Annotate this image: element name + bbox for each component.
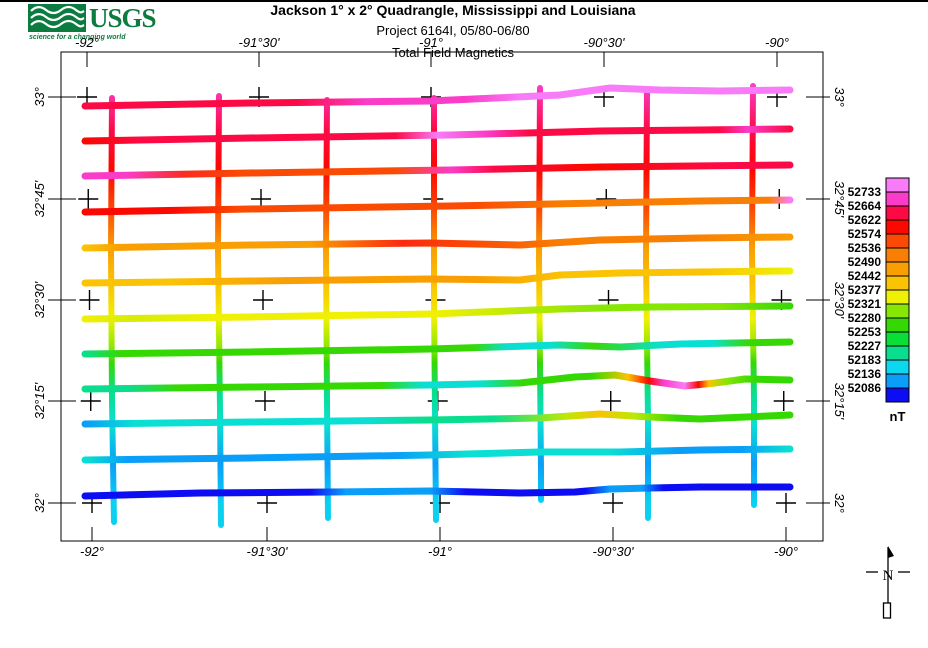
lat-label-left: 32°15' [32, 382, 47, 419]
north-arrow: N [866, 546, 910, 619]
map-frame [60, 51, 824, 542]
magnetics-map: -92° -92° -91°30' -91°30' -91° -91° -90°30' -90… [32, 35, 847, 559]
lat-label-right: 32°30' [832, 282, 847, 319]
lat-label-left: 32°30' [32, 281, 47, 318]
colorbar-segment [885, 345, 910, 361]
map-caption: Total Field Magnetics [391, 45, 515, 60]
colorbar-segment [885, 261, 910, 277]
tie-line [748, 83, 757, 508]
north-arrow-label: N [883, 568, 894, 584]
colorbar-value: 52622 [848, 213, 882, 227]
usgs-logo-text: USGS [89, 3, 156, 33]
graticule-cross [254, 391, 275, 411]
lat-label-right: 33° [832, 87, 847, 107]
colorbar-value: 52183 [848, 353, 882, 367]
colorbar-segment [885, 359, 910, 375]
colorbar-value: 52490 [848, 255, 882, 269]
colorbar-value: 52664 [848, 199, 882, 213]
flight-line [81, 483, 794, 500]
tie-line [535, 85, 544, 503]
lat-label-left: 32° [32, 493, 47, 513]
lat-label-left: 32°45' [32, 180, 47, 217]
graticule-cross [253, 290, 273, 310]
map-title: Jackson 1° x 2° Quadrangle, Mississippi … [270, 2, 636, 18]
flight-line [81, 267, 794, 287]
colorbar-value: 52442 [848, 269, 882, 283]
flight-line [81, 84, 794, 110]
usgs-logo-tagline: science for a changing world [29, 34, 126, 41]
colorbar-value: 52253 [848, 325, 882, 339]
lon-label-bottom: -90° [774, 544, 798, 559]
north-arrow-head-icon [888, 546, 894, 558]
lon-label-top: -91°30' [239, 35, 280, 50]
colorbar-segment [885, 289, 910, 305]
lon-label-top: -92° [75, 35, 99, 50]
colorbar-segment [885, 191, 910, 207]
colorbar-value: 52536 [848, 241, 882, 255]
graticule-cross [603, 493, 623, 513]
map-subtitle: Project 6164I, 05/80-06/80 [376, 23, 530, 38]
graticule-cross [78, 189, 99, 209]
flight-line [81, 302, 794, 323]
colorbar-unit: nT [890, 409, 906, 424]
colorbar-segment [885, 317, 910, 333]
colorbar-segment [885, 247, 910, 263]
north-arrow-base [882, 602, 892, 619]
colorbar-legend: 5273352664526225257452536524905244252377… [848, 177, 910, 424]
flight-line [81, 233, 794, 252]
graticule-cross [257, 493, 277, 513]
graticule-cross [79, 290, 100, 310]
flight-line [81, 371, 794, 393]
flight-line [81, 161, 794, 180]
colorbar-segment [885, 373, 910, 389]
colorbar-value: 52280 [848, 311, 882, 325]
colorbar-segment [885, 205, 910, 221]
graticule-cross [773, 391, 794, 411]
usgs-waves-icon [30, 5, 85, 29]
flight-line [81, 196, 794, 216]
lon-label-bottom: -91°30' [247, 544, 288, 559]
flight-line [81, 338, 794, 358]
graticule-cross [776, 493, 796, 513]
lon-label-bottom: -90°30' [593, 544, 634, 559]
colorbar-segment [885, 331, 910, 347]
tie-line [642, 89, 651, 521]
lon-label-top: -91° [419, 35, 443, 50]
colorbar-segment [885, 219, 910, 235]
colorbar-value: 52227 [848, 339, 882, 353]
colorbar-value: 52377 [848, 283, 882, 297]
colorbar-value: 52086 [848, 381, 882, 395]
colorbar-segment [885, 303, 910, 319]
flight-line [81, 125, 794, 145]
colorbar-segment [885, 275, 910, 291]
lat-label-right: 32°15' [832, 383, 847, 420]
lat-label-right: 32° [832, 493, 847, 513]
lat-label-left: 33° [32, 87, 47, 107]
colorbar-value: 52321 [848, 297, 882, 311]
colorbar-segment [885, 387, 910, 403]
colorbar-value: 52574 [848, 227, 882, 241]
lon-label-top: -90° [765, 35, 789, 50]
tie-line [431, 95, 439, 523]
lon-label-top: -90°30' [584, 35, 625, 50]
colorbar-value: 52136 [848, 367, 882, 381]
bottom-rule [0, 0, 928, 2]
lon-label-bottom: -92° [80, 544, 104, 559]
graticule-cross [600, 391, 621, 411]
flight-line [81, 445, 794, 464]
colorbar-segment [885, 177, 910, 193]
title-block: Jackson 1° x 2° Quadrangle, Mississippi … [0, 0, 906, 64]
graticule-cross [80, 391, 101, 411]
colorbar-segment [885, 233, 910, 249]
lon-label-bottom: -91° [428, 544, 452, 559]
colorbar-value: 52733 [848, 185, 882, 199]
lat-label-right: 32°45' [832, 181, 847, 218]
usgs-logo: USGS science for a changing world [28, 3, 157, 41]
flight-line [81, 410, 794, 428]
